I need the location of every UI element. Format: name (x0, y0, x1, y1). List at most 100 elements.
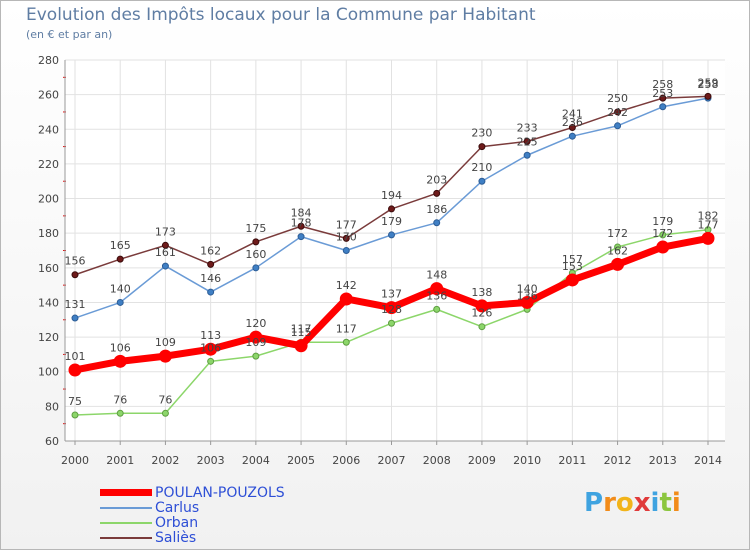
y-tick-label: 180 (38, 227, 59, 240)
x-tick-label: 2013 (649, 454, 677, 467)
data-label: 203 (426, 173, 447, 186)
data-point (252, 352, 260, 360)
proxiti-logo: Proxiti (584, 488, 681, 518)
y-tick-label: 120 (38, 331, 59, 344)
x-tick-label: 2008 (423, 454, 451, 467)
x-tick-label: 2005 (287, 454, 315, 467)
x-tick-label: 2003 (197, 454, 225, 467)
data-point (614, 108, 622, 116)
data-label: 136 (517, 289, 538, 302)
x-tick-label: 2012 (604, 454, 632, 467)
data-label: 258 (698, 78, 719, 91)
axes: 60 80 100 120 140 160 180 200 220 240 260 280 2000 20… (38, 54, 725, 467)
x-tick-label: 2006 (332, 454, 360, 467)
data-point (161, 241, 169, 249)
y-tick-label: 60 (45, 435, 59, 448)
data-label: 131 (65, 298, 86, 311)
data-label: 153 (562, 260, 583, 273)
y-tick-label: 100 (38, 366, 59, 379)
x-tick-label: 2001 (106, 454, 134, 467)
data-point (385, 301, 398, 315)
data-point (430, 282, 444, 296)
data-point (701, 231, 715, 245)
data-point (249, 330, 263, 344)
data-label: 250 (607, 92, 628, 105)
data-point (614, 243, 622, 251)
chart-title: Evolution des Impôts locaux pour la Comm… (26, 5, 536, 25)
data-point (161, 409, 169, 417)
data-point (294, 339, 308, 353)
logo-letter: t (659, 488, 672, 518)
x-tick-label: 2000 (61, 454, 89, 467)
y-tick-label: 160 (38, 262, 59, 275)
legend-item: POULAN-POUZOLS (100, 485, 285, 500)
data-label: 160 (245, 248, 266, 261)
data-label: 106 (200, 341, 221, 354)
data-label: 242 (607, 106, 628, 119)
data-point (342, 234, 350, 242)
data-point (252, 264, 260, 272)
data-point (656, 240, 670, 254)
data-point (71, 271, 79, 279)
data-point (207, 288, 215, 296)
data-label: 182 (698, 210, 719, 223)
data-label: 170 (336, 231, 357, 244)
data-label: 148 (426, 269, 447, 282)
data-point (388, 231, 395, 239)
data-label: 156 (65, 255, 86, 268)
data-label: 241 (562, 108, 583, 121)
data-label: 75 (68, 395, 82, 408)
data-label: 117 (291, 322, 312, 335)
data-point (433, 189, 441, 197)
data-label: 165 (110, 239, 131, 252)
data-point (523, 151, 531, 159)
data-point (478, 177, 486, 185)
data-point (342, 247, 350, 254)
data-point (71, 314, 79, 322)
data-point (339, 292, 353, 306)
y-tick-label: 80 (45, 400, 59, 413)
x-tick-label: 2004 (242, 454, 270, 467)
data-label: 115 (291, 326, 312, 339)
y-tick-label: 200 (38, 193, 59, 206)
y-tick-label: 240 (38, 123, 59, 136)
data-point (204, 342, 218, 356)
data-label: 113 (200, 329, 221, 342)
data-point (475, 299, 489, 313)
chart-subtitle: (en € et par an) (26, 28, 113, 41)
x-tick-label: 2011 (558, 454, 586, 467)
data-point (568, 132, 576, 140)
legend-item: Orban (100, 515, 285, 530)
data-label: 162 (607, 244, 628, 257)
data-label: 233 (517, 121, 538, 134)
data-label: 230 (471, 127, 492, 140)
data-label: 225 (517, 135, 538, 148)
data-label: 109 (155, 336, 176, 349)
data-point (659, 231, 667, 239)
data-label: 253 (652, 87, 673, 100)
data-point (433, 305, 441, 313)
legend-swatch-0 (100, 489, 152, 496)
data-label: 157 (562, 253, 583, 266)
y-tick-label: 140 (38, 296, 59, 309)
legend-swatch-2 (100, 521, 152, 524)
logo-letter: i (671, 488, 681, 518)
y-tick-label: 220 (38, 158, 59, 171)
data-label: 184 (291, 206, 312, 219)
data-label: 142 (336, 279, 357, 292)
data-point (342, 338, 350, 346)
y-tick-label: 260 (38, 89, 59, 102)
data-label: 138 (471, 286, 492, 299)
data-label: 101 (65, 350, 86, 363)
data-label: 140 (110, 282, 131, 295)
legend-label: Saliès (155, 529, 197, 546)
data-label: 177 (336, 218, 357, 231)
data-point (252, 238, 260, 246)
legend-swatch-3 (100, 536, 152, 539)
data-point (659, 103, 667, 111)
data-label: 76 (158, 393, 172, 406)
data-label: 162 (200, 244, 221, 257)
data-label: 128 (381, 303, 402, 316)
data-point (520, 295, 534, 309)
